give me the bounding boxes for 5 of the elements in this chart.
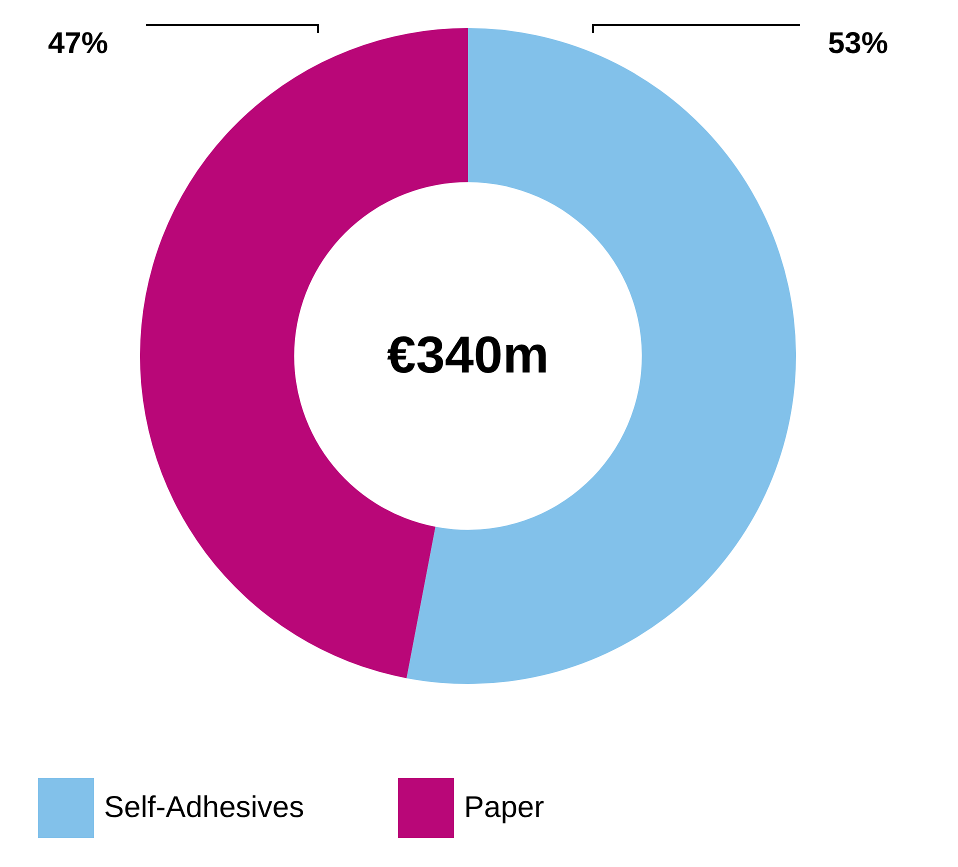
- legend-label: Self-Adhesives: [104, 791, 304, 825]
- data-label: 47%: [48, 27, 108, 60]
- legend-label: Paper: [464, 791, 544, 825]
- text: €340m: [387, 326, 549, 384]
- data-label: 53%: [828, 27, 888, 60]
